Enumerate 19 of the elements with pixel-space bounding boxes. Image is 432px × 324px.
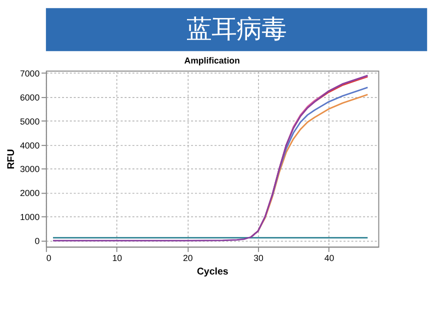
y-tick-label: 5000: [20, 116, 40, 126]
x-tick-label: 0: [46, 252, 52, 263]
x-tick-label: 40: [324, 252, 334, 263]
y-tick-label: 4000: [20, 140, 40, 150]
y-tick-label: 2000: [20, 188, 40, 198]
chart-subtitle: Amplification: [184, 55, 240, 66]
y-tick-label: 6000: [20, 92, 40, 102]
y-tick-label: 0: [34, 236, 40, 246]
y-tick-label: 3000: [20, 164, 40, 174]
y-axis-title: RFU: [6, 149, 18, 170]
x-axis-title: Cycles: [196, 266, 229, 278]
x-tick-label: 10: [112, 252, 122, 263]
y-tick-label: 1000: [20, 212, 40, 222]
y-tick-label: 7000: [20, 68, 40, 78]
x-tick-label: 20: [182, 252, 193, 263]
x-tick-label: 30: [254, 252, 264, 263]
chart-title: 蓝耳病毒: [186, 13, 287, 44]
line-series: [52, 74, 368, 242]
line-series: [271, 86, 368, 198]
